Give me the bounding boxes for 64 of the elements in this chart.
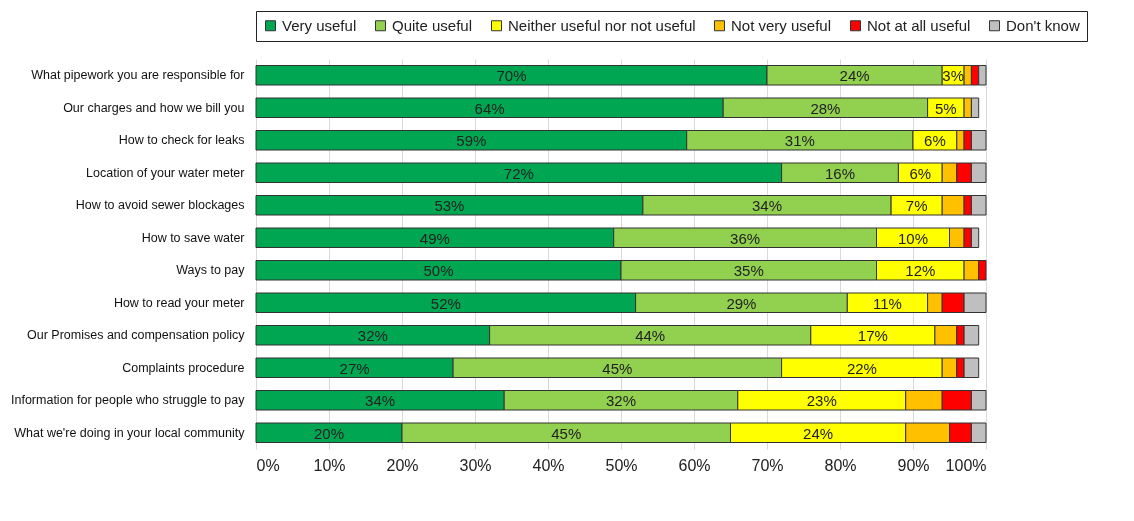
- data-label: 7%: [905, 197, 928, 215]
- data-label: 22%: [846, 359, 877, 377]
- data-label: 45%: [602, 359, 633, 377]
- data-label: 11%: [872, 294, 902, 312]
- legend-label: Quite useful: [392, 16, 473, 34]
- data-label: 20%: [313, 424, 345, 442]
- y-tick-label: How to check for leaks: [118, 133, 245, 148]
- data-label: 64%: [474, 99, 505, 117]
- data-label: 27%: [339, 359, 370, 377]
- x-tick-label: 100%: [945, 456, 987, 474]
- data-label: 49%: [419, 229, 450, 247]
- data-label: 32%: [357, 327, 388, 345]
- y-tick-label: Complaints procedure: [122, 360, 245, 375]
- data-label: 17%: [857, 327, 888, 345]
- data-label: 52%: [430, 294, 461, 312]
- data-label: 53%: [434, 197, 465, 215]
- data-label: 44%: [635, 327, 666, 345]
- y-tick-label: Our Promises and compensation policy: [27, 328, 246, 343]
- data-label: 29%: [726, 294, 757, 312]
- y-tick-label: How to save water: [141, 230, 245, 245]
- data-label: 23%: [806, 392, 837, 410]
- data-label: 28%: [810, 99, 841, 117]
- data-label: 5%: [935, 99, 957, 117]
- x-tick-label: 60%: [678, 456, 711, 474]
- y-tick-label: Location of your water meter: [86, 165, 245, 180]
- x-tick-label: 50%: [605, 456, 638, 474]
- x-tick-label: 40%: [532, 456, 565, 474]
- y-tick-label: How to read your meter: [113, 295, 245, 310]
- x-tick-label: 80%: [824, 456, 857, 474]
- data-label: 36%: [730, 229, 761, 247]
- data-label: 10%: [897, 229, 929, 247]
- x-tick-label: 20%: [386, 456, 419, 474]
- data-label: 24%: [803, 424, 834, 442]
- x-tick-label: 10%: [313, 456, 346, 474]
- data-label: 35%: [733, 262, 764, 280]
- data-label: 6%: [909, 164, 932, 182]
- legend-label: Not very useful: [731, 16, 832, 34]
- legend-label: Not at all useful: [867, 16, 971, 34]
- data-label: 50%: [423, 262, 454, 280]
- legend-label: Neither useful nor not useful: [508, 16, 696, 34]
- legend-label: Very useful: [282, 16, 357, 34]
- y-tick-label: What pipework you are responsible for: [31, 68, 245, 83]
- data-label: 31%: [784, 132, 815, 150]
- data-label: 34%: [365, 392, 396, 410]
- legend-label: Don't know: [1006, 16, 1080, 34]
- x-tick-label: 0%: [256, 456, 280, 474]
- x-tick-label: 30%: [459, 456, 492, 474]
- data-label: 59%: [456, 132, 487, 150]
- y-tick-label: Ways to pay: [176, 263, 246, 278]
- data-label: 45%: [551, 424, 582, 442]
- y-tick-label: How to avoid sewer blockages: [75, 198, 245, 213]
- data-label: 6%: [924, 132, 946, 150]
- y-tick-label: Our charges and how we bill you: [63, 100, 245, 115]
- data-label: 72%: [503, 164, 534, 182]
- data-label: 70%: [496, 67, 527, 85]
- data-label: 12%: [905, 262, 936, 280]
- y-tick-label: Information for people who struggle to pay: [11, 393, 246, 408]
- x-tick-label: 70%: [751, 456, 784, 474]
- x-tick-label: 90%: [897, 456, 930, 474]
- y-tick-label: What we're doing in your local community: [14, 425, 246, 440]
- data-label: 32%: [605, 392, 637, 410]
- data-label: 24%: [839, 67, 870, 85]
- data-label: 34%: [751, 197, 783, 215]
- data-label: 16%: [824, 164, 856, 182]
